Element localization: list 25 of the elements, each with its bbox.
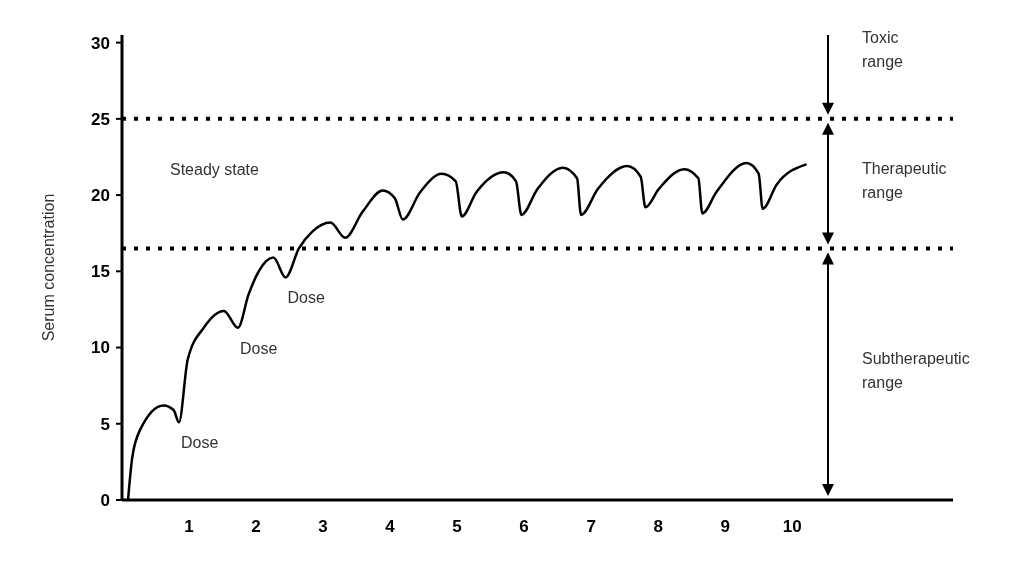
x-tick-label: 2 <box>251 517 261 536</box>
y-tick-label: 20 <box>91 186 110 206</box>
y-tick-label: 15 <box>91 262 110 282</box>
annotation: Dose <box>287 289 325 307</box>
y-tick-label: 10 <box>91 338 110 358</box>
y-tick-label: 0 <box>100 490 110 510</box>
annotation: Therapeutic range <box>862 159 947 201</box>
annotation: Toxic range <box>862 29 904 70</box>
x-tick-label: 8 <box>653 517 663 536</box>
annotation: Subtherapeutic range <box>862 350 970 392</box>
x-tick-label: 9 <box>720 517 730 536</box>
x-tick-label: 10 <box>782 517 802 536</box>
annotation: Steady state <box>170 161 260 178</box>
annotation: Dose <box>180 434 219 452</box>
y-tick-label: 5 <box>100 414 110 434</box>
y-axis-title: Serum concentration <box>40 193 57 342</box>
x-tick-label: 4 <box>385 517 396 536</box>
annotation: Dose <box>239 339 278 357</box>
x-tick-label: 7 <box>586 517 596 536</box>
x-tick-label: 5 <box>452 517 462 536</box>
x-tick-label: 1 <box>184 517 194 536</box>
y-tick-label: 30 <box>91 33 110 53</box>
y-tick-label: 25 <box>91 109 110 129</box>
x-tick-label: 6 <box>519 517 529 536</box>
x-tick-label: 3 <box>318 517 328 536</box>
